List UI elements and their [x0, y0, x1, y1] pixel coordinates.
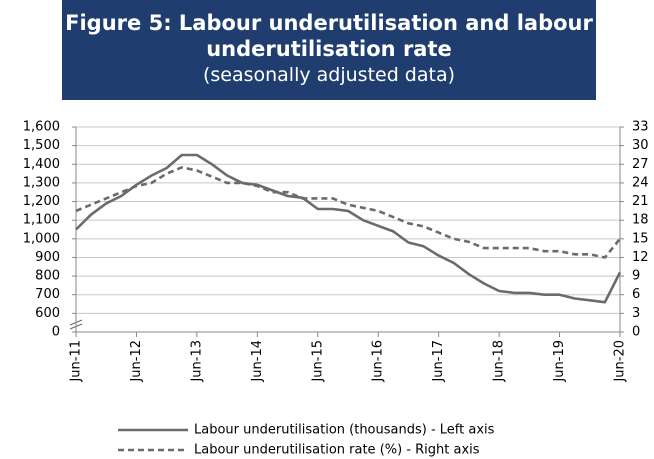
x-tick-label: Jun-12	[129, 340, 144, 383]
x-tick-label: Jun-18	[492, 340, 507, 383]
y2-tick-label: 33	[632, 120, 649, 135]
y2-tick-label: 3	[632, 306, 640, 321]
y-tick-label: 0	[52, 325, 60, 340]
legend-label: Labour underutilisation (thousands) - Le…	[194, 423, 495, 438]
x-tick-label: Jun-13	[189, 340, 204, 383]
header: Figure 5: Labour underutilisation and la…	[62, 0, 596, 100]
y2-tick-label: 15	[632, 231, 649, 246]
y-tick-label: 900	[35, 250, 60, 265]
y-tick-label: 1,200	[23, 194, 60, 209]
x-tick-label: Jun-19	[552, 340, 567, 383]
y-tick-label: 1,600	[23, 120, 60, 135]
y2-tick-label: 12	[632, 250, 649, 265]
chart-subtitle: (seasonally adjusted data)	[202, 64, 456, 86]
x-tick-label: Jun-11	[69, 340, 84, 383]
y2-tick-label: 9	[632, 269, 640, 284]
chart-title: Figure 5: Labour underutilisation and la…	[65, 11, 593, 61]
x-tick-label: Jun-15	[310, 340, 325, 383]
y-tick-label: 600	[35, 306, 60, 321]
x-tick-label: Jun-20	[613, 340, 628, 383]
y2-tick-label: 21	[632, 194, 649, 209]
y2-tick-label: 18	[632, 213, 649, 228]
y-tick-label: 1,500	[23, 138, 60, 153]
y-tick-label: 1,300	[23, 175, 60, 190]
x-tick-label: Jun-16	[371, 340, 386, 383]
y-tick-label: 700	[35, 287, 60, 302]
y2-tick-label: 24	[632, 175, 649, 190]
y-tick-label: 1,100	[23, 213, 60, 228]
series-line	[75, 153, 622, 304]
y2-tick-label: 27	[632, 157, 649, 172]
y2-tick-label: 0	[632, 325, 640, 340]
y-tick-label: 1,400	[23, 157, 60, 172]
y-tick-label: 1,000	[23, 231, 60, 246]
y-tick-label: 800	[35, 269, 60, 284]
y2-tick-label: 30	[632, 138, 649, 153]
x-tick-label: Jun-14	[250, 340, 265, 383]
x-tick-label: Jun-17	[431, 340, 446, 383]
series-line	[75, 166, 622, 259]
y2-tick-label: 6	[632, 287, 640, 302]
legend-label: Labour underutilisation rate (%) - Right…	[194, 443, 480, 458]
